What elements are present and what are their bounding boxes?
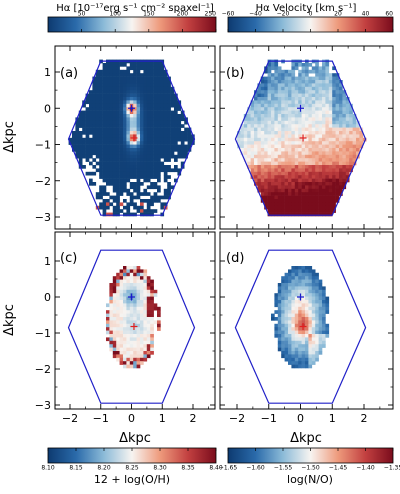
red-cross-marker	[130, 323, 138, 331]
colorbar-n-over-o-ticks: −1.65 −1.60 −1.55 −1.50 −1.45 −1.40 −1.35	[219, 448, 400, 472]
colorbar-title-velocity: Hα Velocity [km s⁻¹]	[256, 3, 357, 14]
colorbar-tick-label: 8.35	[181, 465, 195, 472]
panel-label-a: (a)	[60, 66, 78, 81]
colorbar-tick-label: 8.10	[41, 465, 55, 472]
colorbar-tick-label: 20	[334, 11, 342, 18]
panel-frame	[219, 45, 394, 230]
colorbar-tick-label: 60	[385, 11, 393, 18]
blue-cross-marker	[128, 293, 135, 301]
x-tick-label: 0	[297, 412, 304, 425]
colorbar-tick-label: −1.55	[274, 465, 293, 472]
colorbar-tick-label: −1.50	[301, 465, 320, 472]
field-of-view-hexagon	[67, 60, 196, 216]
colorbar-title-metallicity: 12 + log(O/H)	[94, 473, 170, 486]
y-tick-label: −1	[35, 327, 51, 340]
field-of-view-hexagon	[67, 249, 196, 404]
x-tick-label: −2	[62, 412, 78, 425]
x-tick-label: 2	[361, 412, 368, 425]
x-tick-label: 2	[190, 412, 197, 425]
colorbar-tick-label: 8.30	[153, 465, 167, 472]
y-tick-label: 0	[44, 102, 51, 115]
colorbar-tick-label: 100	[109, 11, 121, 18]
x-tick-label: 1	[159, 412, 166, 425]
colorbar-flux-ticks: 50 100 150 200 250	[78, 11, 217, 32]
y-axis-label-bottom: Δkpc	[2, 304, 17, 336]
y-axis-label-top: Δkpc	[2, 121, 17, 153]
panel-frame	[219, 231, 394, 410]
colorbar-tick-label: 200	[177, 11, 189, 18]
colorbar-title-n-over-o: log(N/O)	[287, 473, 333, 486]
x-tick-label: 1	[329, 412, 336, 425]
colorbar-tick-label: −40	[249, 11, 262, 18]
y-tick-label: −3	[35, 399, 51, 412]
y-tick-label: −3	[35, 211, 51, 224]
x-axis-label-left: Δkpc	[119, 431, 151, 446]
red-cross-marker	[299, 323, 307, 331]
blue-cross-marker	[128, 104, 135, 112]
y-tick-label: 0	[44, 291, 51, 304]
metallicity-map	[106, 266, 161, 369]
colorbar-metallicity-ticks: 8.10 8.15 8.20 8.25 8.30 8.35 8.40	[41, 448, 223, 472]
colorbar-flux	[47, 16, 217, 33]
colorbar-tick-label: −20	[277, 11, 290, 18]
colorbar-tick-label: 0	[309, 11, 313, 18]
colorbar-tick-label: 8.40	[209, 465, 223, 472]
colorbar-tick-label: 8.15	[69, 465, 83, 472]
blue-cross-marker	[297, 104, 304, 112]
panel-overlays: 1 0 −1 −2 −3 −2 −1 0 1 2 1 0 −1 −2 −3 −2 −1 0 1 2	[35, 45, 394, 425]
x-tick-label: −1	[261, 412, 277, 425]
halpha-flux-map	[68, 59, 195, 217]
colorbar-tick-label: 50	[78, 11, 86, 18]
y-tick-label: 1	[44, 255, 51, 268]
y-tick-label: −1	[35, 139, 51, 152]
colorbar-tick-label: −1.35	[384, 465, 400, 472]
x-axis-label-right: Δkpc	[290, 431, 322, 446]
panel-label-d: (d)	[226, 251, 244, 266]
x-tick-label: 0	[128, 412, 135, 425]
colorbar-tick-label: −1.40	[356, 465, 375, 472]
colorbar-tick-label: −60	[222, 11, 235, 18]
colorbar-tick-label: 250	[205, 11, 217, 18]
colorbar-tick-label: 8.20	[97, 465, 111, 472]
y-tick-label: 1	[44, 66, 51, 79]
red-cross-marker	[299, 134, 307, 142]
panel-label-b: (b)	[226, 66, 244, 81]
panel-label-c: (c)	[60, 251, 77, 266]
colorbar-tick-label: −1.60	[246, 465, 265, 472]
blue-cross-marker	[297, 293, 304, 301]
colorbar-tick-label: 150	[143, 11, 155, 18]
red-cross-marker	[130, 134, 138, 142]
y-tick-label: −2	[35, 175, 51, 188]
n-over-o-map	[271, 266, 330, 369]
colorbar-tick-label: 8.25	[125, 465, 139, 472]
y-tick-label: −2	[35, 363, 51, 376]
panel-frame	[54, 45, 216, 230]
field-of-view-hexagon	[234, 60, 367, 216]
colorbar-tick-label: 40	[362, 11, 370, 18]
colorbar-tick-label: −1.65	[219, 465, 238, 472]
panel-frame	[54, 231, 216, 410]
colorbar-velocity-ticks: −60 −40 −20 0 20 40 60	[222, 11, 394, 32]
x-tick-label: −1	[93, 412, 109, 425]
colorbar-tick-label: −1.45	[329, 465, 348, 472]
colorbar-title-flux: Hα [10⁻¹⁷erg s⁻¹ cm⁻² spaxel⁻¹]	[56, 3, 214, 14]
field-of-view-hexagon	[234, 249, 367, 404]
x-tick-label: −2	[229, 412, 245, 425]
